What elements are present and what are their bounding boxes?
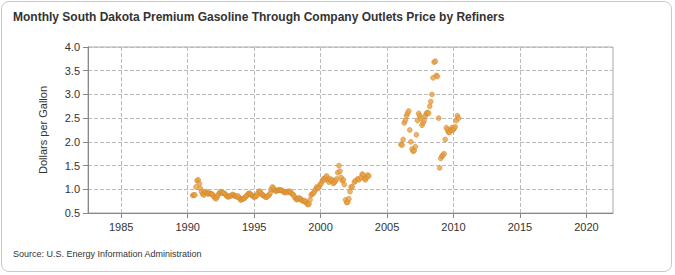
svg-text:Monthly South Dakota Premium G: Monthly South Dakota Premium Gasoline Th… — [13, 10, 505, 24]
svg-text:2.5: 2.5 — [65, 112, 80, 124]
svg-text:1995: 1995 — [242, 221, 266, 233]
svg-text:Dollars per Gallon: Dollars per Gallon — [37, 86, 49, 174]
svg-text:3.5: 3.5 — [65, 65, 80, 77]
svg-text:2015: 2015 — [508, 221, 532, 233]
svg-text:1.5: 1.5 — [65, 160, 80, 172]
svg-text:1985: 1985 — [109, 221, 133, 233]
svg-text:1990: 1990 — [175, 221, 199, 233]
svg-text:2.0: 2.0 — [65, 136, 80, 148]
svg-text:3.0: 3.0 — [65, 88, 80, 100]
svg-text:2020: 2020 — [574, 221, 598, 233]
svg-text:0.5: 0.5 — [65, 207, 80, 219]
svg-text:1.0: 1.0 — [65, 183, 80, 195]
svg-text:2010: 2010 — [441, 221, 465, 233]
svg-text:Source: U.S. Energy Informatio: Source: U.S. Energy Information Administ… — [13, 249, 202, 259]
svg-text:4.0: 4.0 — [65, 41, 80, 53]
svg-text:2000: 2000 — [308, 221, 332, 233]
svg-text:2005: 2005 — [375, 221, 399, 233]
